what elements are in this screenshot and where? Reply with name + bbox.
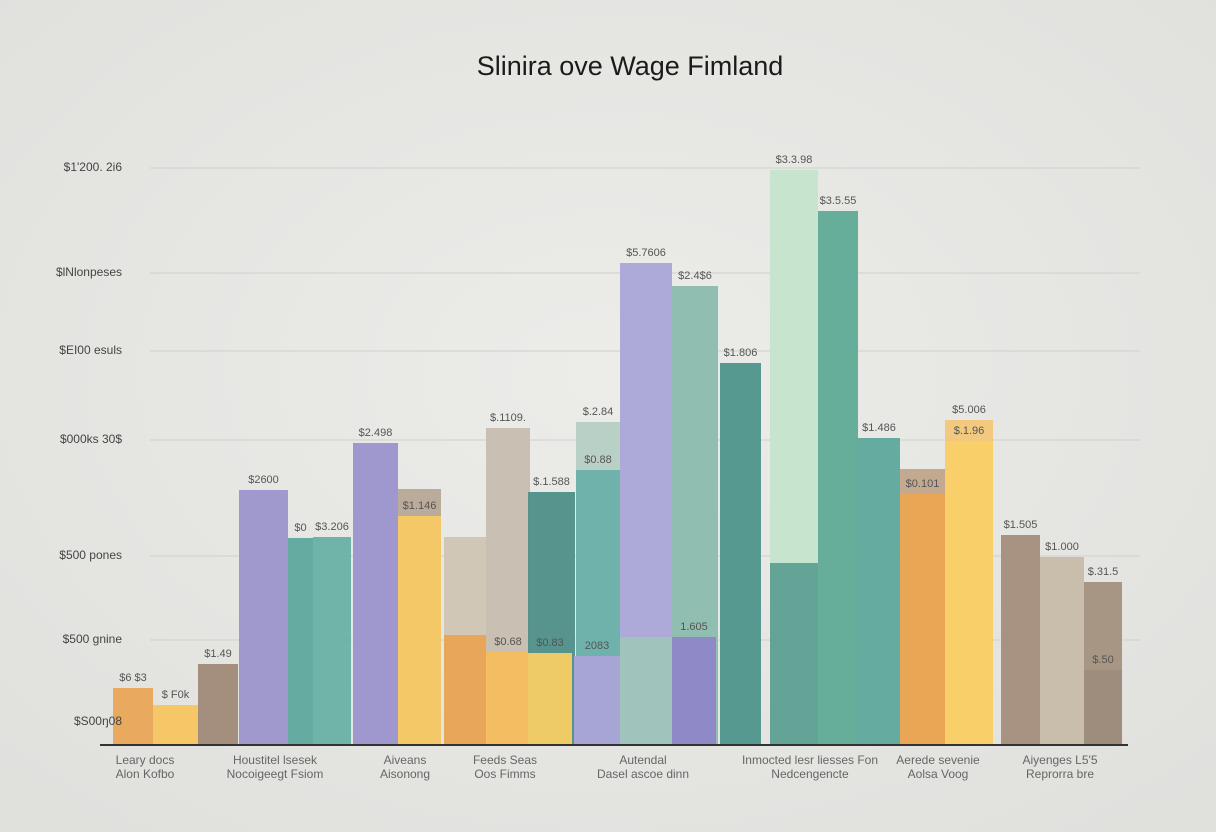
bar [153, 705, 198, 745]
y-tick-label: $500 pones [59, 548, 122, 562]
bar-label: 1.605 [680, 621, 708, 633]
bar [398, 516, 441, 745]
bar-label: $ F0k [162, 689, 190, 701]
x-tick-label: Oos Fimms [474, 767, 535, 781]
bar-label: $5.7606 [626, 247, 666, 259]
bar-label: $2.4$6 [678, 270, 712, 282]
x-tick-label: Autendal [619, 753, 666, 767]
bar [198, 664, 238, 745]
labels: $1'200. 2i6 $lNlonpeses $EI00 esuls $000ks … [56, 154, 1118, 781]
x-tick-label: Aiyenges L5'5 [1022, 753, 1097, 767]
bar-label: $0.101 [906, 478, 940, 490]
y-tick-label: $000ks 30$ [60, 432, 122, 446]
bar-label: $0.68 [494, 636, 522, 648]
bar [900, 494, 945, 745]
bar [945, 441, 993, 745]
bar [486, 652, 530, 745]
x-tick-label: Aisonong [380, 767, 430, 781]
bar [353, 443, 398, 745]
bar-label: $3.206 [315, 521, 349, 533]
x-tick-label: Alon Kofbo [116, 767, 175, 781]
x-tick-label: Aiveans [384, 753, 427, 767]
bar [720, 363, 761, 745]
y-tick-label: $1'200. 2i6 [64, 160, 123, 174]
bar-label: $1.146 [403, 500, 437, 512]
bar-label: $1.486 [862, 422, 896, 434]
bar-label: $2.498 [359, 427, 393, 439]
x-tick-label: Leary docs [116, 753, 175, 767]
x-tick-label: Nocoigeegt Fsiom [227, 767, 324, 781]
bar [574, 656, 620, 745]
bar [288, 538, 313, 745]
y-tick-label: $S00ŋ08 [74, 714, 122, 728]
x-tick-label: Aolsa Voog [908, 767, 969, 781]
bar-label: $2600 [248, 474, 279, 486]
bar-label: $.1109. [490, 412, 526, 424]
bars [113, 170, 1122, 745]
x-tick-label: Reprorra bre [1026, 767, 1094, 781]
bar [239, 490, 288, 745]
x-tick-label: Aerede sevenie [896, 753, 980, 767]
bar-label: $.1.588 [533, 476, 570, 488]
y-tick-label: $EI00 esuls [59, 343, 122, 357]
bar [858, 438, 900, 745]
bar [1084, 670, 1122, 745]
bar [620, 637, 672, 745]
bar-label: $0 [294, 522, 306, 534]
x-tick-label: Nedcengencte [771, 767, 849, 781]
y-tick-label: $lNlonpeses [56, 265, 122, 279]
bar [528, 653, 572, 745]
bar-label: $.2.84 [583, 406, 614, 418]
bar-label: $3.3.98 [776, 154, 813, 166]
bar [672, 637, 716, 745]
bar-label: $3.5.55 [820, 195, 857, 207]
bar-label: $6 $3 [119, 672, 147, 684]
x-tick-label: Feeds Seas [473, 753, 537, 767]
bar-label: 2083 [585, 640, 609, 652]
bar-label: $0.88 [584, 454, 612, 466]
bar-label: $.31.5 [1088, 566, 1119, 578]
bar [770, 563, 818, 745]
bar-label: $.50 [1092, 654, 1113, 666]
bar-label: $0.83 [536, 637, 564, 649]
bar-label: $1.000 [1045, 541, 1079, 553]
x-tick-label: Dasel ascoe dinn [597, 767, 689, 781]
bar-label: $1.49 [204, 648, 232, 660]
bar-label: $1.806 [724, 347, 758, 359]
x-tick-label: Houstitel lsesek [233, 753, 318, 767]
bar [818, 211, 858, 745]
bar-label: $5.006 [952, 404, 986, 416]
bar [1040, 557, 1084, 745]
chart-title: Slinira ove Wage Fimland [477, 51, 784, 81]
bar [113, 688, 153, 745]
bar [313, 537, 351, 745]
y-tick-label: $500 gnine [63, 632, 123, 646]
bar-label: $.1.96 [954, 425, 985, 437]
bar-label: $1.505 [1004, 519, 1038, 531]
bar [444, 635, 486, 745]
x-tick-label: Inmocted lesr liesses Fon [742, 753, 878, 767]
bar [1001, 535, 1040, 745]
